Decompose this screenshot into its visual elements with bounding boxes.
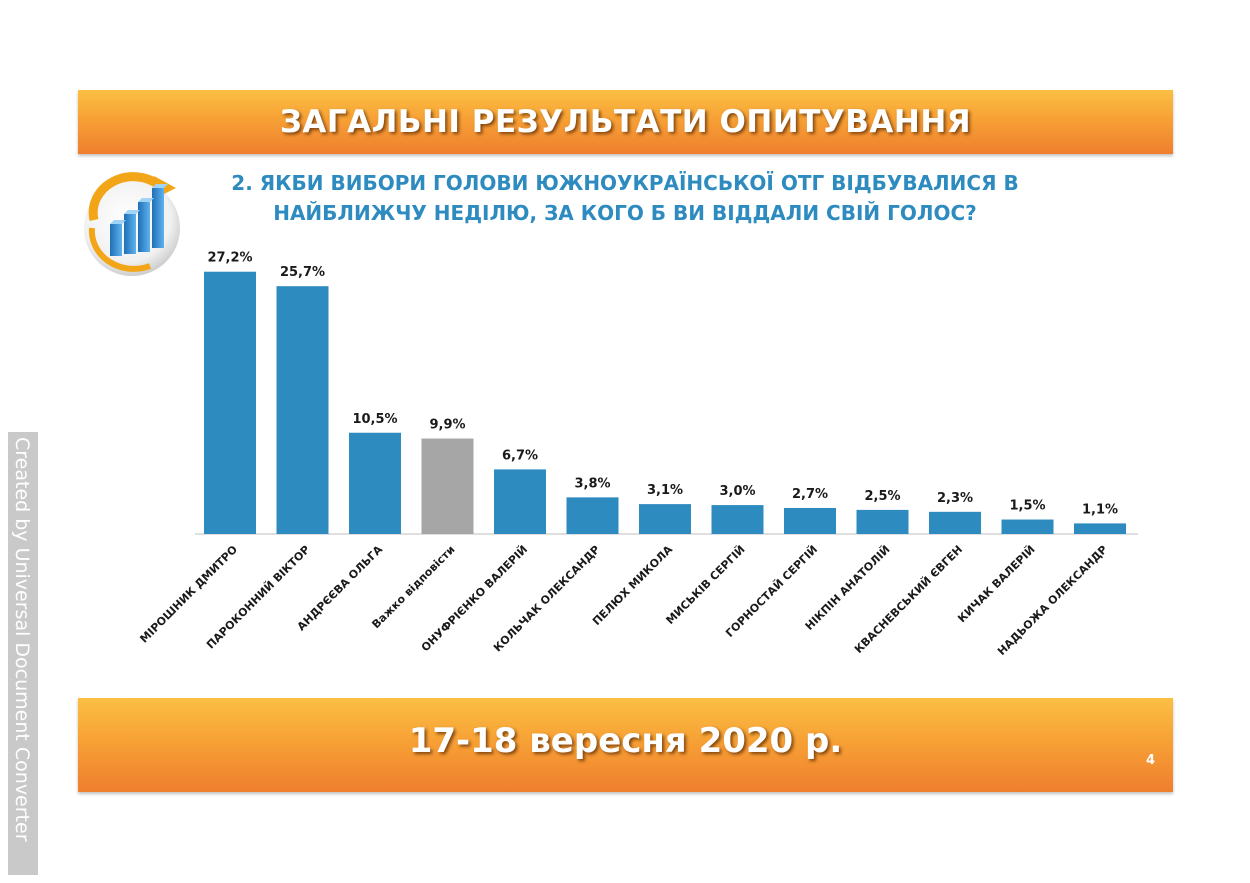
bar bbox=[421, 438, 474, 534]
data-label: 2,5% bbox=[864, 489, 900, 504]
footer-banner: 17-18 вересня 2020 р. 4 bbox=[78, 698, 1173, 792]
data-label: 1,1% bbox=[1082, 502, 1118, 517]
category-label: МИСЬКІВ СЕРГІЙ bbox=[664, 543, 748, 627]
page-title: ЗАГАЛЬНІ РЕЗУЛЬТАТИ ОПИТУВАННЯ bbox=[279, 104, 972, 140]
title-banner: ЗАГАЛЬНІ РЕЗУЛЬТАТИ ОПИТУВАННЯ bbox=[78, 90, 1173, 154]
data-label: 1,5% bbox=[1009, 499, 1045, 514]
bar bbox=[494, 469, 546, 534]
bar bbox=[204, 271, 256, 534]
data-label: 3,8% bbox=[574, 476, 610, 491]
watermark-text: Created by Universal Document Converter bbox=[11, 437, 33, 842]
bar bbox=[276, 286, 329, 534]
data-label: 2,7% bbox=[792, 487, 828, 502]
category-label: КИЧАК ВАЛЕРІЙ bbox=[955, 543, 1037, 625]
watermark-strip: Created by Universal Document Converter bbox=[8, 432, 38, 875]
survey-date: 17-18 вересня 2020 р. bbox=[408, 721, 843, 761]
question-line-1: 2. ЯКБИ ВИБОРИ ГОЛОВИ ЮЖНОУКРАЇНСЬКОЇ ОТ… bbox=[231, 171, 1019, 195]
page-number: 4 bbox=[1145, 753, 1155, 768]
data-label: 3,1% bbox=[647, 483, 683, 498]
bar bbox=[1001, 519, 1054, 534]
data-label: 9,9% bbox=[429, 418, 465, 433]
bar bbox=[639, 504, 691, 534]
bar bbox=[784, 507, 836, 534]
bar bbox=[929, 511, 981, 534]
data-label: 27,2% bbox=[207, 251, 252, 266]
data-label: 2,3% bbox=[937, 491, 973, 506]
question-line-2: НАЙБЛИЖЧУ НЕДІЛЮ, ЗА КОГО Б ВИ ВІДДАЛИ С… bbox=[273, 201, 977, 225]
bar bbox=[1074, 523, 1126, 534]
data-label: 6,7% bbox=[502, 448, 538, 463]
bar bbox=[349, 432, 401, 534]
chart-logo-icon bbox=[80, 158, 192, 278]
bar bbox=[711, 505, 764, 534]
bar bbox=[566, 497, 619, 534]
category-label: Важко відповісти bbox=[369, 543, 457, 631]
question-text: 2. ЯКБИ ВИБОРИ ГОЛОВИ ЮЖНОУКРАЇНСЬКОЇ ОТ… bbox=[200, 168, 1050, 228]
data-label: 3,0% bbox=[719, 484, 755, 499]
data-label: 25,7% bbox=[280, 265, 325, 280]
category-label: ПЕЛЮХ МИКОЛА bbox=[590, 543, 675, 628]
bar bbox=[856, 509, 909, 534]
data-label: 10,5% bbox=[352, 412, 397, 427]
